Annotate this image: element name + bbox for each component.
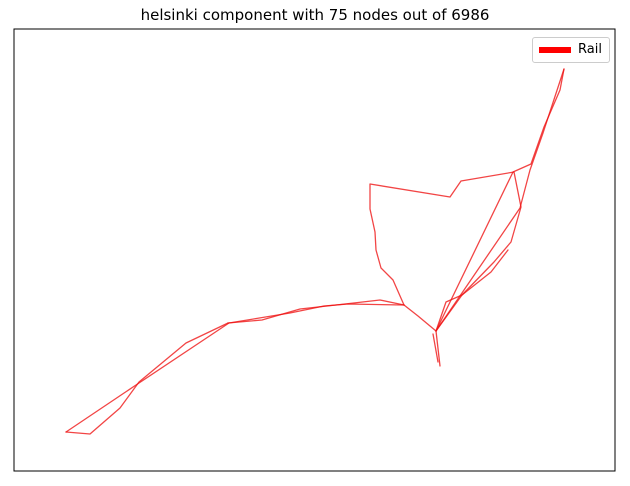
axes-frame (13, 28, 616, 472)
rail-edge (435, 330, 441, 367)
legend-label-rail: Rail (578, 42, 602, 57)
plot-title: helsinki component with 75 nodes out of … (140, 6, 490, 24)
legend: Rail (532, 37, 610, 63)
rail-edge (403, 304, 437, 332)
rail-edge (65, 322, 230, 433)
rail-edge (228, 303, 405, 324)
rail-edge (435, 249, 509, 332)
rail-edges (65, 68, 565, 435)
rail-edge (227, 299, 405, 324)
legend-swatch-rail (539, 47, 571, 53)
rail-edge (435, 68, 565, 332)
rail-edge (435, 68, 565, 332)
rail-edge (432, 333, 439, 363)
rail-edge (369, 171, 522, 332)
rail-edge (65, 322, 229, 435)
